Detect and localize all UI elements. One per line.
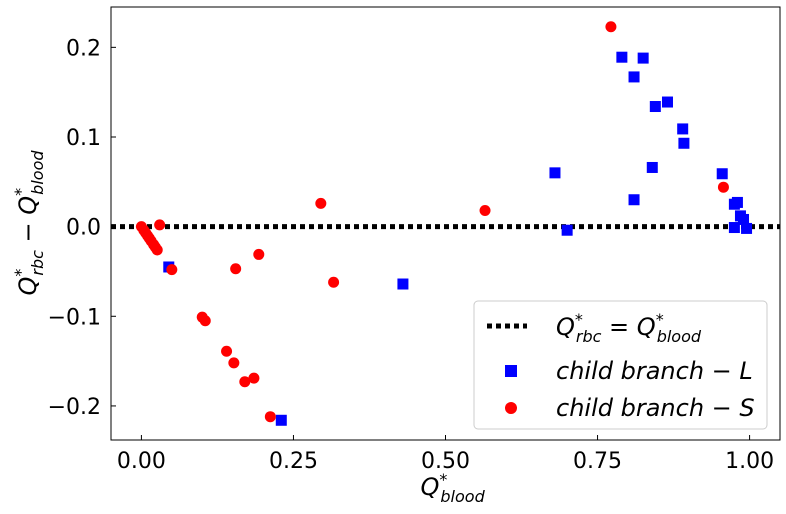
- data-point-square: [616, 51, 628, 63]
- data-point-square: [649, 101, 661, 113]
- y-tick-label: −0.1: [48, 305, 101, 330]
- legend-rhs-q: Q: [637, 313, 656, 341]
- data-point-square: [646, 161, 658, 173]
- y-label-term-2-subscript: blood: [28, 150, 47, 195]
- x-tick-label: 0.50: [421, 449, 470, 474]
- data-point-square: [628, 71, 640, 83]
- y-axis-label-group: Q*rbc​ − Q*blood​: [11, 150, 47, 296]
- data-point-square: [731, 196, 743, 208]
- data-point-square: [561, 224, 573, 236]
- legend-series-label: child branch − L: [556, 357, 753, 385]
- legend-equals: =: [601, 313, 636, 341]
- data-point-circle: [221, 345, 233, 357]
- legend-rhs-superscript: *: [656, 310, 664, 329]
- x-tick-label: 0.00: [117, 449, 166, 474]
- data-point-circle: [253, 248, 265, 260]
- x-label-superscript: *: [439, 470, 447, 489]
- data-point-square: [275, 414, 287, 426]
- data-point-circle: [315, 197, 327, 209]
- legend-box: [473, 300, 768, 430]
- y-label-term-2-q: Q: [14, 196, 42, 215]
- legend-series-label: child branch − S: [556, 394, 755, 422]
- data-point-circle: [166, 264, 178, 276]
- data-point-circle: [479, 205, 491, 217]
- legend-square-swatch: [505, 365, 517, 377]
- ticks-layer: 0.00 0.25 0.50 0.75 1.00 −0.2 −0.1 0.0 0.1 0.2: [48, 36, 775, 474]
- legend-lhs-q: Q: [556, 313, 575, 341]
- legend: Q*rbc​ = Q*blood​ child branch − L child b…: [473, 300, 768, 430]
- data-point-circle: [248, 372, 260, 384]
- y-tick-label: 0.2: [66, 36, 101, 61]
- data-point-square: [716, 168, 728, 180]
- x-tick-label: 1.00: [725, 449, 774, 474]
- data-point-square: [728, 222, 740, 234]
- data-point-circle: [605, 21, 617, 33]
- data-point-circle: [154, 219, 166, 231]
- y-label-term-0-superscript: *: [11, 269, 30, 277]
- data-point-square: [549, 167, 561, 179]
- legend-circle-swatch: [505, 402, 517, 414]
- y-tick-label: 0.0: [66, 216, 101, 241]
- legend-rhs-subscript: blood: [657, 327, 702, 346]
- data-point-square: [637, 52, 649, 64]
- x-label-q: Q: [421, 473, 440, 501]
- data-points-layer: [135, 21, 753, 426]
- data-point-square: [678, 137, 690, 149]
- data-point-circle: [228, 357, 240, 369]
- y-label-term-2-superscript: *: [11, 188, 30, 196]
- x-tick-label: 0.25: [269, 449, 318, 474]
- y-label-term-0-subscript: rbc: [28, 250, 47, 276]
- data-point-circle: [199, 315, 211, 327]
- data-point-circle: [239, 376, 251, 388]
- data-point-square: [741, 222, 753, 234]
- data-point-square: [661, 96, 673, 108]
- y-label-term-0-q: Q: [14, 277, 42, 296]
- y-axis-label: Q*rbc​ − Q*blood​: [11, 150, 47, 296]
- data-point-circle: [230, 263, 242, 275]
- legend-label-reference: Q*rbc​ = Q*blood​: [556, 310, 702, 346]
- x-label-subscript: blood: [440, 487, 485, 506]
- data-point-circle: [717, 181, 729, 193]
- x-axis-label: Q*blood​: [421, 470, 486, 506]
- data-point-circle: [328, 276, 340, 288]
- legend-lhs-subscript: rbc: [576, 327, 602, 346]
- data-point-square: [738, 213, 750, 225]
- data-point-square: [397, 278, 409, 290]
- y-label-operator: −: [14, 215, 42, 250]
- data-point-square: [628, 194, 640, 206]
- legend-lhs-superscript: *: [575, 310, 583, 329]
- x-tick-label: 0.75: [573, 449, 622, 474]
- y-tick-label: −0.2: [48, 395, 101, 420]
- y-tick-label: 0.1: [66, 126, 101, 151]
- data-point-circle: [151, 244, 163, 256]
- data-point-square: [677, 123, 689, 135]
- axis-labels-layer: Q*blood​ Q*rbc​ − Q*blood​: [11, 150, 486, 506]
- data-point-circle: [264, 411, 276, 423]
